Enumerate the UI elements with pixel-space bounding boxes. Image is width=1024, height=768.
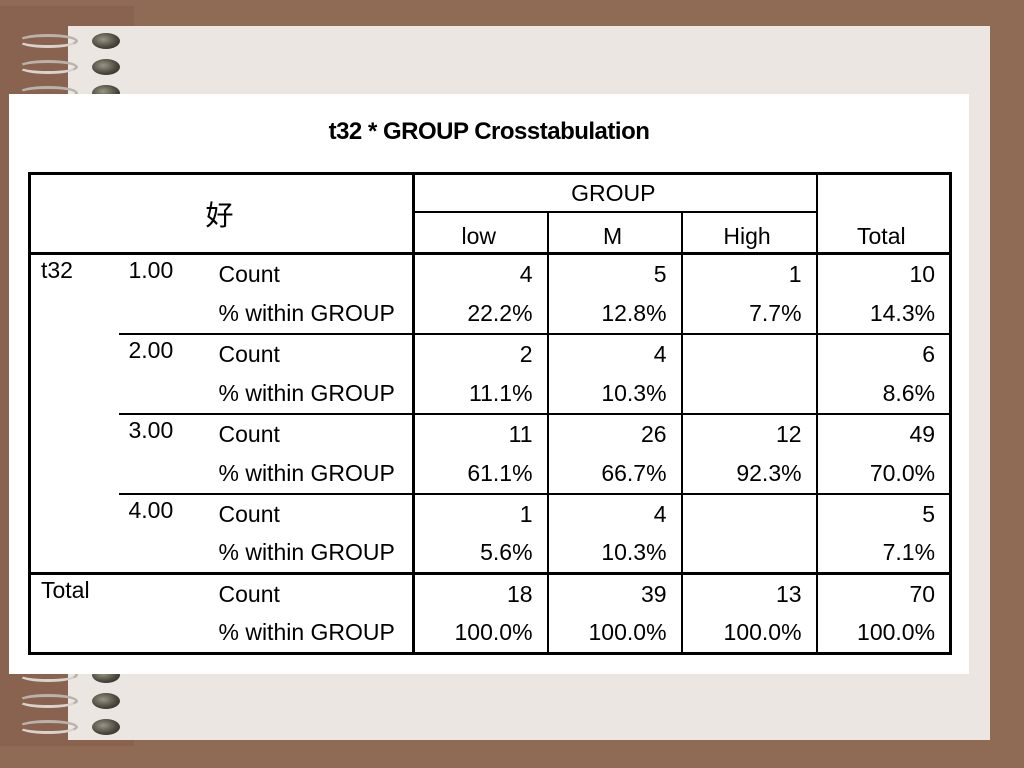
cell-pct <box>681 533 818 575</box>
table-row: % within GROUP 11.1% 10.3% 8.6% <box>30 373 951 415</box>
cell-pct: 66.7% <box>547 453 683 495</box>
spiral-ring <box>14 716 120 736</box>
cell-count-total: 49 <box>909 420 936 447</box>
cell-count: 1 <box>413 493 549 534</box>
row-value-spacer <box>118 533 209 575</box>
stat-label: % within GROUP <box>208 453 416 495</box>
cell-count: 1 <box>681 253 818 294</box>
row-value: 3.00 <box>128 416 174 443</box>
total-row-label: Total <box>41 577 90 603</box>
total-row: % within GROUP 100.0% 100.0% 100.0% 100.… <box>30 613 951 654</box>
row-value: 2.00 <box>128 336 174 363</box>
table-row: 3.00 Count 11 26 12 49 <box>30 413 951 454</box>
row-value-spacer <box>118 293 209 335</box>
spiral-ring <box>14 30 120 50</box>
cell-count <box>681 333 818 374</box>
total-row: Total Count 18 39 13 70 <box>30 573 951 614</box>
cell-pct: 11.1% <box>413 373 549 415</box>
cell-count: 4 <box>547 493 683 534</box>
column-header-low: low <box>413 211 549 255</box>
corner-label: 好 <box>29 173 416 255</box>
cell-count: 2 <box>413 333 549 374</box>
cell-pct: 7.7% <box>681 293 818 335</box>
table-row: % within GROUP 22.2% 12.8% 7.7% 14.3% <box>30 293 951 335</box>
cell-pct-total: 100.0% <box>857 619 936 646</box>
cell-pct <box>681 373 818 415</box>
cell-count: 39 <box>547 573 683 614</box>
cell-count: 13 <box>681 573 818 614</box>
column-header-m: M <box>547 211 683 255</box>
stat-label: % within GROUP <box>208 533 416 575</box>
cell-pct-total: 7.1% <box>816 533 951 575</box>
row-value-spacer <box>118 373 209 415</box>
cell-pct-total: 70.0% <box>816 453 951 495</box>
total-header: Total <box>816 173 951 255</box>
cell-count-total: 6 <box>922 340 936 367</box>
table-row: % within GROUP 61.1% 66.7% 92.3% 70.0% <box>30 453 951 495</box>
table-title: t32 * GROUP Crosstabulation <box>328 118 650 145</box>
cell-pct: 10.3% <box>547 373 683 415</box>
row-value-spacer <box>118 453 209 495</box>
spiral-ring <box>14 56 120 76</box>
group-header: GROUP <box>413 173 818 213</box>
stat-label: % within GROUP <box>208 293 416 335</box>
cell-count-total: 5 <box>922 500 936 527</box>
cell-count: 18 <box>413 573 549 614</box>
cell-pct: 100.0% <box>413 613 549 654</box>
stat-label: Count <box>208 573 416 614</box>
cell-pct: 100.0% <box>547 613 683 654</box>
cell-pct: 61.1% <box>413 453 549 495</box>
stat-label: Count <box>208 253 416 294</box>
cell-count: 4 <box>547 333 683 374</box>
cell-count: 12 <box>681 413 818 454</box>
cell-count: 5 <box>547 253 683 294</box>
total-row-spacer <box>30 614 209 654</box>
stat-label: % within GROUP <box>208 613 416 654</box>
row-value: 1.00 <box>128 257 174 283</box>
table-row: t32 1.00 Count 4 5 1 10 <box>29 253 951 575</box>
cell-pct: 100.0% <box>681 613 818 654</box>
stat-label: Count <box>208 413 416 454</box>
cell-pct: 5.6% <box>413 533 549 575</box>
cell-count: 11 <box>413 413 549 454</box>
cell-count: 4 <box>413 253 549 294</box>
column-header-high: High <box>681 211 818 255</box>
cell-count-total: 70 <box>909 580 936 607</box>
stat-label: % within GROUP <box>208 373 416 415</box>
cell-pct: 92.3% <box>681 453 818 495</box>
table-row: 2.00 Count 2 4 6 <box>30 333 951 374</box>
cell-pct: 12.8% <box>547 293 683 335</box>
spiral-ring <box>14 690 120 710</box>
cell-pct-total: 14.3% <box>816 293 951 335</box>
crosstab-table: 好 GROUP Total low M High t32 1.00 Count … <box>28 172 953 655</box>
table-row: 4.00 Count 1 4 5 <box>30 493 951 534</box>
cell-count-total: 10 <box>909 260 936 287</box>
header-row-group: 好 GROUP Total <box>29 173 951 255</box>
stat-label: Count <box>208 493 416 534</box>
cell-pct: 22.2% <box>413 293 549 335</box>
cell-count <box>681 493 818 534</box>
cell-count: 26 <box>547 413 683 454</box>
cell-pct: 10.3% <box>547 533 683 575</box>
row-value: 4.00 <box>128 496 174 523</box>
header-row-columns: low M High <box>30 211 951 255</box>
stat-label: Count <box>208 333 416 374</box>
table-row: % within GROUP 5.6% 10.3% 7.1% <box>30 533 951 575</box>
cell-pct-total: 8.6% <box>816 373 951 415</box>
row-variable-label: t32 <box>29 253 119 575</box>
